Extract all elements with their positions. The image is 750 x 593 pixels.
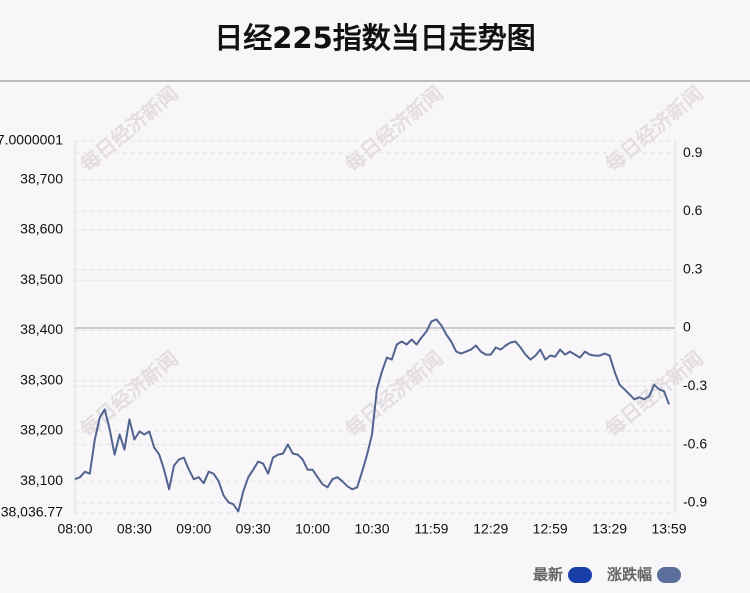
x-tick-label: 10:30 — [354, 521, 389, 537]
y-tick-label: 38,700 — [20, 170, 63, 186]
x-tick-label: 13:59 — [651, 521, 686, 537]
y-tick-label: 38,777.0000001 — [0, 132, 63, 148]
y-tick-label: 38,036.77 — [1, 504, 63, 520]
x-tick-label: 11:59 — [414, 521, 448, 537]
y2-tick-label: -0.3 — [683, 377, 707, 393]
y-tick-label: 38,600 — [20, 221, 63, 237]
y2-tick-label: 0 — [683, 319, 691, 335]
x-tick-label: 09:30 — [236, 521, 271, 537]
watermark: 每日经济新闻 — [600, 81, 707, 177]
x-tick-label: 12:59 — [533, 521, 568, 537]
y-tick-label: 38,300 — [20, 371, 63, 387]
watermark: 每日经济新闻 — [75, 81, 182, 177]
y2-tick-label: 0.3 — [683, 260, 703, 276]
chart-title: 日经225指数当日走势图 — [214, 21, 536, 55]
x-tick-label: 13:29 — [592, 521, 627, 537]
y2-tick-label: 0.6 — [683, 202, 703, 218]
y2-tick-label: -0.6 — [683, 435, 707, 451]
x-tick-label: 08:00 — [57, 521, 92, 537]
x-tick-label: 12:29 — [473, 521, 508, 537]
y2-tick-label: -0.9 — [683, 494, 707, 510]
x-tick-label: 08:30 — [117, 521, 152, 537]
y-tick-label: 38,400 — [20, 321, 63, 337]
legend-swatch — [657, 567, 682, 583]
y-tick-label: 38,200 — [20, 422, 63, 438]
price-line — [74, 318, 670, 513]
x-tick-label: 10:00 — [295, 521, 330, 537]
watermark: 每日经济新闻 — [340, 346, 447, 442]
legend-label: 最新 — [533, 566, 563, 584]
y-tick-label: 38,500 — [20, 271, 63, 287]
watermark: 每日经济新闻 — [600, 346, 707, 442]
y2-tick-label: 0.9 — [683, 144, 703, 160]
watermark: 每日经济新闻 — [340, 81, 447, 177]
x-tick-label: 09:00 — [176, 521, 211, 537]
legend-label: 涨跌幅 — [607, 566, 652, 584]
legend-swatch — [568, 567, 593, 583]
y-tick-label: 38,100 — [20, 472, 63, 488]
